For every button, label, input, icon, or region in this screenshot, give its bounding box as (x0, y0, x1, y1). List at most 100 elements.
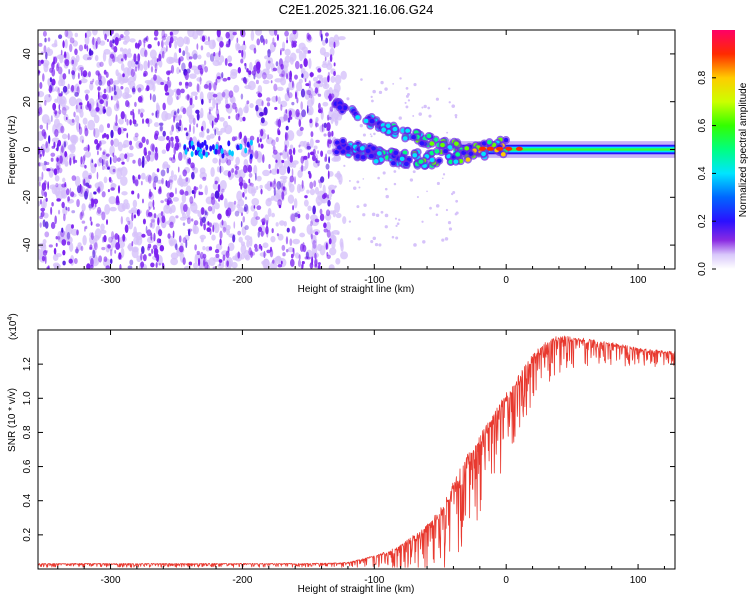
spectrogram-speck (426, 190, 428, 193)
spectrogram-haze-blob (89, 82, 94, 91)
spectrogram-noise-blob (44, 221, 49, 229)
spectrogram-noise-blob (179, 119, 182, 127)
spectrogram-speck (445, 208, 449, 212)
spectrogram-noise-blob (153, 37, 158, 41)
spectrogram-haze-blob (166, 95, 173, 106)
spectrogram-haze-blob (68, 96, 77, 107)
spectrogram-haze-blob (186, 106, 193, 117)
spectrogram-noise-blob (168, 179, 173, 183)
spectrogram-noise-blob (92, 249, 96, 259)
spectrogram-noise-blob (131, 86, 136, 95)
spectrogram-speck (446, 131, 449, 134)
spectrogram-haze-blob (313, 145, 318, 150)
spectrogram-haze-blob (74, 83, 80, 92)
transition-blob (392, 126, 398, 132)
spectrogram-haze-blob (284, 48, 291, 56)
spectrogram-noise-blob (317, 108, 322, 114)
spectrogram-noise-blob (301, 179, 304, 189)
spectrogram-haze-blob (207, 91, 213, 101)
spectrogram-noise-blob (140, 266, 143, 269)
spectrogram-noise-blob (327, 131, 332, 138)
spectrogram-noise-blob (211, 120, 214, 129)
spectrogram-tone-blob (202, 149, 206, 156)
spectrogram-noise-blob (164, 83, 169, 93)
spectrogram-noise-blob (221, 91, 226, 98)
spectrogram-noise-blob (154, 151, 159, 161)
y-tick-label: 40 (22, 48, 33, 60)
spectrogram-noise-blob (327, 199, 331, 207)
x-tick-label: -300 (101, 575, 121, 586)
spectrogram-noise-blob (110, 95, 113, 101)
spectrogram-noise-blob (162, 102, 166, 111)
spectrogram-noise-blob (260, 143, 264, 149)
spectrogram-speck (435, 97, 439, 101)
spectrogram-noise-blob (249, 182, 252, 186)
spectrogram-noise-blob (257, 92, 263, 98)
spectrogram-noise-blob (144, 49, 148, 58)
spectrogram-noise-blob (219, 165, 222, 174)
spectrogram-noise-blob (64, 59, 70, 67)
spectrogram-noise-blob (216, 102, 219, 111)
spectrogram-speck (384, 225, 388, 229)
spectrogram-noise-blob (143, 146, 147, 156)
spectrogram-haze-blob (222, 120, 229, 129)
spectrogram-haze-blob (72, 135, 77, 143)
transition-blob (355, 154, 361, 159)
spectrogram-haze-blob (282, 41, 286, 52)
spectrogram-haze-blob (292, 238, 300, 245)
spectrogram-noise-blob (161, 30, 166, 39)
spectrogram-speck (392, 83, 395, 85)
spectrogram-noise-blob (158, 53, 162, 62)
spectrogram-tone-blob (205, 151, 209, 158)
spectrogram-noise-blob (62, 73, 67, 80)
spectrogram-noise-blob (102, 236, 105, 243)
spectrogram-noise-blob (47, 265, 50, 269)
spectrogram-haze-blob (122, 143, 127, 149)
colorbar-tick-label: 0.0 (697, 262, 708, 276)
spectrogram-haze-blob (112, 95, 119, 101)
spectrogram-noise-blob (238, 176, 244, 184)
spectrogram-noise-blob (97, 150, 99, 156)
spectrogram-haze-blob (237, 206, 244, 214)
spectrogram-haze-blob (342, 216, 347, 224)
spectrogram-haze-blob (82, 235, 87, 246)
spectrogram-haze-blob (282, 178, 287, 184)
spectrogram-noise-blob (163, 33, 168, 38)
spectrogram-haze-blob (246, 239, 250, 248)
transition-blob (448, 159, 454, 165)
transition-blob (404, 161, 409, 167)
spectrogram-x-axis-label: Height of straight line (km) (298, 284, 415, 295)
spectrogram-noise-blob (120, 58, 124, 62)
transition-blob (455, 152, 461, 157)
spectrogram-noise-blob (219, 40, 224, 48)
spectrogram-noise-blob (45, 197, 48, 202)
transition-blob (481, 151, 486, 157)
spectrogram-noise-blob (294, 91, 298, 100)
spectrogram-speck (362, 178, 365, 180)
spectrogram-noise-blob (325, 153, 328, 162)
spectrogram-noise-blob (69, 157, 72, 166)
transition-blob (337, 105, 343, 110)
spectrogram-noise-blob (96, 143, 100, 149)
spectrogram-noise-blob (292, 147, 296, 155)
spectrogram-haze-blob (185, 45, 189, 55)
spectrogram-noise-blob (175, 215, 179, 219)
transition-blob (465, 157, 471, 162)
spectrogram-noise-blob (247, 164, 253, 173)
spectrogram-noise-blob (57, 66, 63, 75)
spectrogram-noise-blob (260, 34, 264, 43)
snr-frame (37, 329, 676, 570)
spectrogram-noise-blob (199, 251, 204, 260)
spectrogram-noise-blob (191, 171, 195, 180)
spectrogram-speck (385, 194, 389, 199)
spectrogram-haze-blob (143, 60, 149, 71)
transition-blob (468, 151, 474, 156)
spectrogram-speck (363, 203, 367, 207)
spectrogram-haze-blob (82, 117, 88, 125)
spectrogram-haze-blob (62, 177, 66, 183)
spectrogram-haze-blob (208, 257, 216, 267)
spectrogram-speck (380, 80, 384, 85)
spectrogram-speck (373, 132, 376, 136)
spectrogram-haze-blob (125, 202, 130, 210)
spectrogram-haze-blob (222, 89, 230, 99)
